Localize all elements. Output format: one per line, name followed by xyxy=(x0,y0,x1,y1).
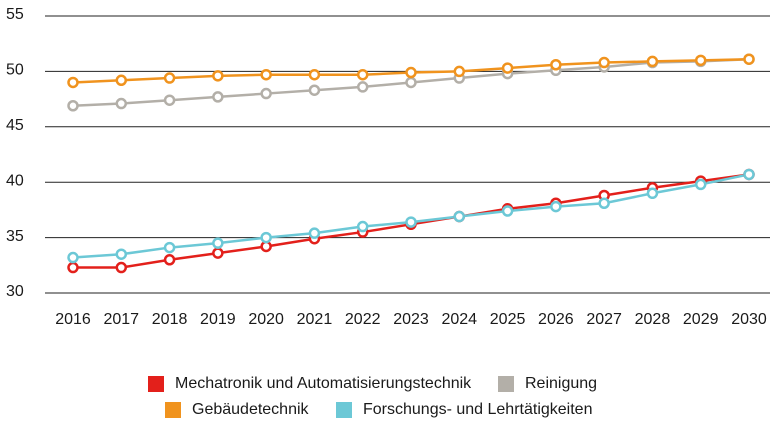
x-tick-label: 2022 xyxy=(345,311,381,328)
x-tick-label: 2025 xyxy=(490,311,526,328)
y-tick-label: 40 xyxy=(6,172,24,189)
point xyxy=(308,84,321,96)
y-tick-label: 50 xyxy=(6,62,24,79)
point xyxy=(115,261,128,274)
point xyxy=(67,99,79,112)
x-tick-label: 2027 xyxy=(586,311,622,328)
point xyxy=(260,68,272,81)
x-tick-label: 2019 xyxy=(200,311,236,328)
point xyxy=(405,216,417,228)
x-tick-label: 2028 xyxy=(635,311,671,328)
legend-label: Reinigung xyxy=(525,375,597,392)
point xyxy=(115,97,128,110)
point xyxy=(163,241,176,254)
legend-label: Forschungs- und Lehrtätigkeiten xyxy=(363,401,592,418)
y-tick-label: 45 xyxy=(6,117,24,134)
x-tick-label: 2016 xyxy=(55,311,91,328)
x-tick-label: 2018 xyxy=(152,311,188,328)
legend-swatch xyxy=(336,402,352,418)
x-tick-label: 2024 xyxy=(441,311,477,328)
point xyxy=(405,76,417,89)
point xyxy=(453,210,466,223)
legend-swatch xyxy=(165,402,181,418)
x-tick-label: 2017 xyxy=(103,311,139,328)
point xyxy=(356,220,369,233)
point xyxy=(163,72,176,84)
point xyxy=(308,68,321,81)
legend-label: Gebäudetechnik xyxy=(192,401,310,418)
point xyxy=(67,251,79,264)
point xyxy=(405,66,417,79)
point xyxy=(743,53,755,65)
point xyxy=(115,74,128,87)
y-tick-label: 30 xyxy=(6,283,24,300)
point xyxy=(598,56,610,69)
point xyxy=(501,205,514,217)
point xyxy=(212,70,224,82)
legend-swatch xyxy=(148,376,164,392)
x-tick-label: 2029 xyxy=(683,311,719,328)
point xyxy=(694,178,707,191)
point xyxy=(260,87,272,100)
point xyxy=(260,231,272,244)
point xyxy=(67,76,79,89)
point xyxy=(163,254,176,266)
y-tick-label: 35 xyxy=(6,228,24,245)
point xyxy=(550,200,562,213)
legend-swatch xyxy=(498,376,514,392)
point xyxy=(212,237,224,249)
point xyxy=(694,54,707,67)
legend-label: Mechatronik und Automatisierungstechnik xyxy=(175,375,472,392)
point xyxy=(356,81,369,93)
x-tick-label: 2020 xyxy=(248,311,284,328)
point xyxy=(67,261,79,274)
y-tick-label: 55 xyxy=(6,6,24,23)
point xyxy=(115,248,128,260)
x-tick-label: 2026 xyxy=(538,311,574,328)
point xyxy=(163,94,176,106)
x-tick-label: 2021 xyxy=(297,311,333,328)
point xyxy=(453,65,466,78)
point xyxy=(550,59,562,71)
point xyxy=(212,91,224,103)
point xyxy=(212,247,224,259)
point xyxy=(308,227,321,239)
point xyxy=(743,168,755,181)
x-tick-label: 2030 xyxy=(731,311,767,328)
point xyxy=(356,68,369,81)
point xyxy=(501,62,514,74)
point xyxy=(646,55,659,68)
point xyxy=(598,197,610,210)
point xyxy=(646,187,659,200)
x-tick-label: 2023 xyxy=(393,311,429,328)
